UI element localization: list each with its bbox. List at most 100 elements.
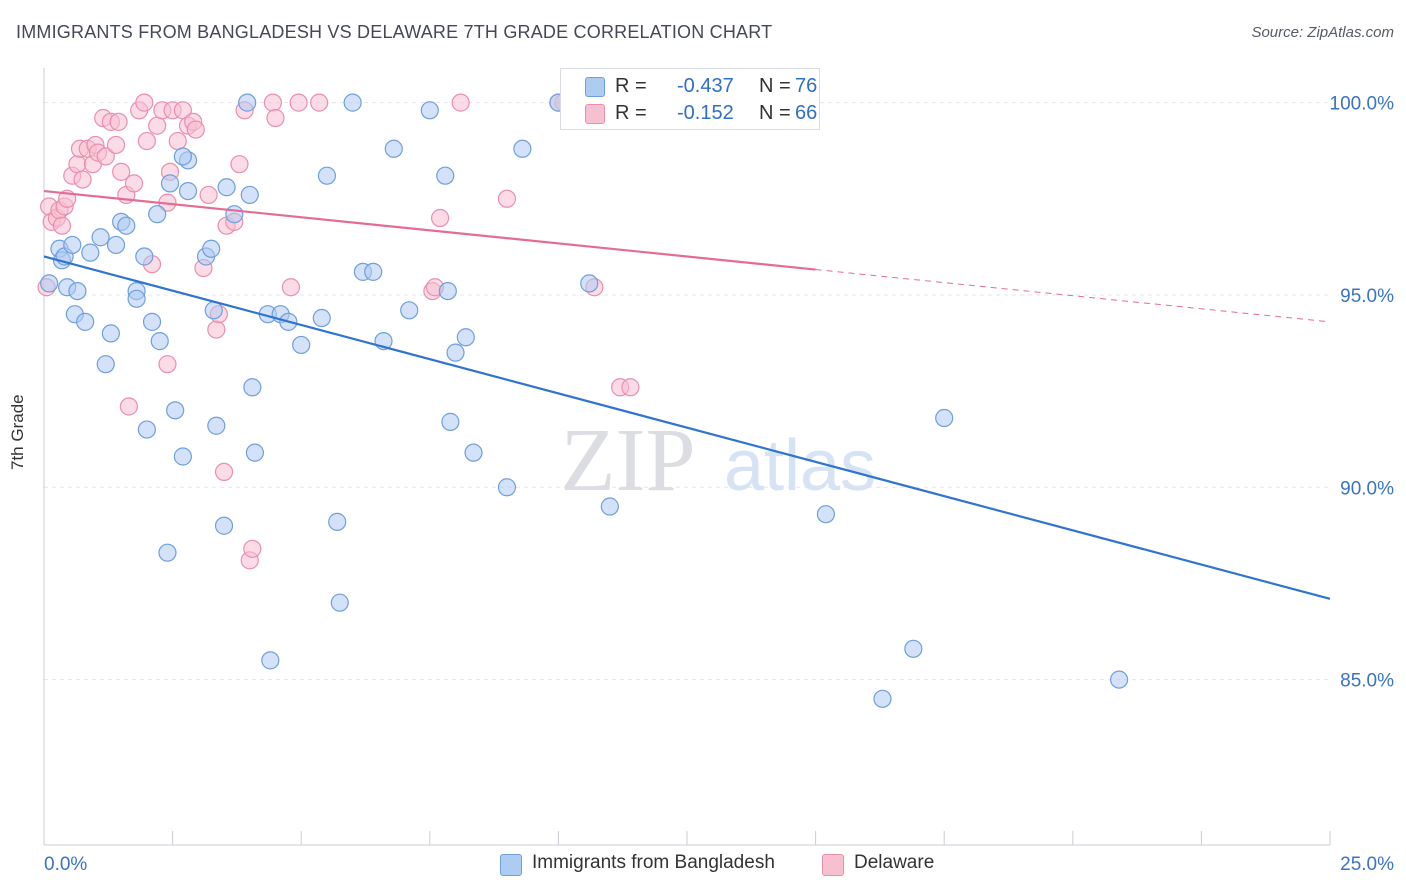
data-point-bangladesh [106,235,126,255]
data-point-delaware [106,135,126,155]
blue-swatch-icon [585,77,605,97]
data-point-delaware [289,93,308,112]
trend-line-extension-delaware [815,269,1331,323]
data-point-delaware [96,147,115,166]
data-point-delaware [135,93,154,112]
r-label: R = [615,75,647,97]
data-point-delaware [430,208,450,228]
data-point-bangladesh [173,447,192,466]
data-point-bangladesh [150,332,169,351]
data-point-bangladesh [148,205,167,224]
data-point-bangladesh [1109,670,1129,689]
data-point-bangladesh [142,312,162,331]
data-point-delaware [243,539,262,558]
data-point-bangladesh [438,281,457,301]
data-point-bangladesh [292,335,311,355]
data-point-bangladesh [240,185,259,205]
data-point-bangladesh [76,312,95,331]
data-point-bangladesh [245,443,265,462]
data-point-bangladesh [600,497,619,516]
trend-line-bangladesh [43,255,1331,600]
data-point-bangladesh [580,274,599,293]
chart-source: Source: ZipAtlas.com [1251,24,1394,41]
data-point-bangladesh [343,93,362,112]
data-point-bangladesh [513,139,532,158]
data-point-bangladesh [173,147,192,166]
data-point-delaware [168,131,187,151]
data-point-delaware [230,155,249,174]
data-point-bangladesh [400,301,419,320]
data-point-bangladesh [225,205,244,224]
data-point-bangladesh [312,308,331,328]
series-legend: Immigrants from Bangladesh Delaware [0,852,1406,878]
trend-line-delaware [43,189,816,271]
n-value: 76 [795,75,818,97]
data-point-delaware [310,93,329,112]
data-point-delaware [281,278,301,297]
data-point-bangladesh [261,651,280,670]
data-point-bangladesh [384,139,403,158]
data-point-bangladesh [441,412,460,431]
data-point-bangladesh [328,512,347,531]
data-point-bangladesh [497,478,517,497]
data-point-bangladesh [101,324,120,343]
data-point-bangladesh [217,178,236,197]
data-point-delaware [124,174,144,193]
data-point-bangladesh [446,343,465,362]
data-point-bangladesh [816,505,835,524]
watermark-zip: ZIP [561,411,696,510]
data-point-delaware [109,112,128,131]
watermark-atlas: atlas [724,426,876,506]
data-point-bangladesh [904,639,923,658]
data-point-bangladesh [96,355,115,374]
data-point-delaware [73,170,92,189]
stats-legend: R = -0.437 N = 76 R = -0.152 N = 66 [560,68,820,130]
r-label: R = [615,102,647,124]
legend-label: Delaware [854,852,935,873]
y-tick-label: 95.0% [1340,286,1394,307]
data-point-bangladesh [420,101,439,120]
data-point-bangladesh [873,689,892,708]
data-point-bangladesh [330,593,349,612]
data-point-bangladesh [178,181,198,201]
data-point-bangladesh [40,274,59,293]
legend-label: Immigrants from Bangladesh [532,852,775,873]
data-point-bangladesh [91,228,110,247]
data-point-delaware [186,120,205,139]
data-point-delaware [68,155,87,174]
chart-title: IMMIGRANTS FROM BANGLADESH VS DELAWARE 7… [16,22,773,42]
data-point-bangladesh [243,378,262,397]
n-label: N = [759,75,791,97]
data-point-delaware [266,108,285,128]
data-point-bangladesh [464,443,483,462]
pink-swatch-icon [585,104,605,124]
data-point-bangladesh [317,166,337,185]
data-point-delaware [207,320,226,339]
data-point-bangladesh [456,328,475,347]
data-point-bangladesh [158,543,177,562]
data-point-bangladesh [238,93,257,112]
blue-swatch-icon [500,854,522,876]
data-point-bangladesh [127,289,146,308]
data-point-delaware [119,397,138,416]
data-point-bangladesh [202,239,221,258]
data-point-delaware [497,189,517,208]
data-point-delaware [451,93,470,112]
data-point-delaware [199,185,218,205]
y-tick-label: 85.0% [1340,671,1394,692]
data-point-bangladesh [436,166,455,185]
series-bangladesh [40,93,1129,708]
r-value: -0.437 [677,75,734,97]
data-point-delaware [158,355,177,374]
data-point-bangladesh [160,174,180,193]
data-point-bangladesh [68,281,87,301]
data-point-delaware [52,216,72,235]
data-point-bangladesh [214,516,234,535]
data-point-bangladesh [166,401,185,420]
y-tick-label: 90.0% [1340,478,1394,499]
data-point-delaware [214,462,234,481]
y-tick-label: 100.0% [1330,94,1395,115]
data-point-bangladesh [207,416,226,435]
data-point-delaware [112,162,131,181]
